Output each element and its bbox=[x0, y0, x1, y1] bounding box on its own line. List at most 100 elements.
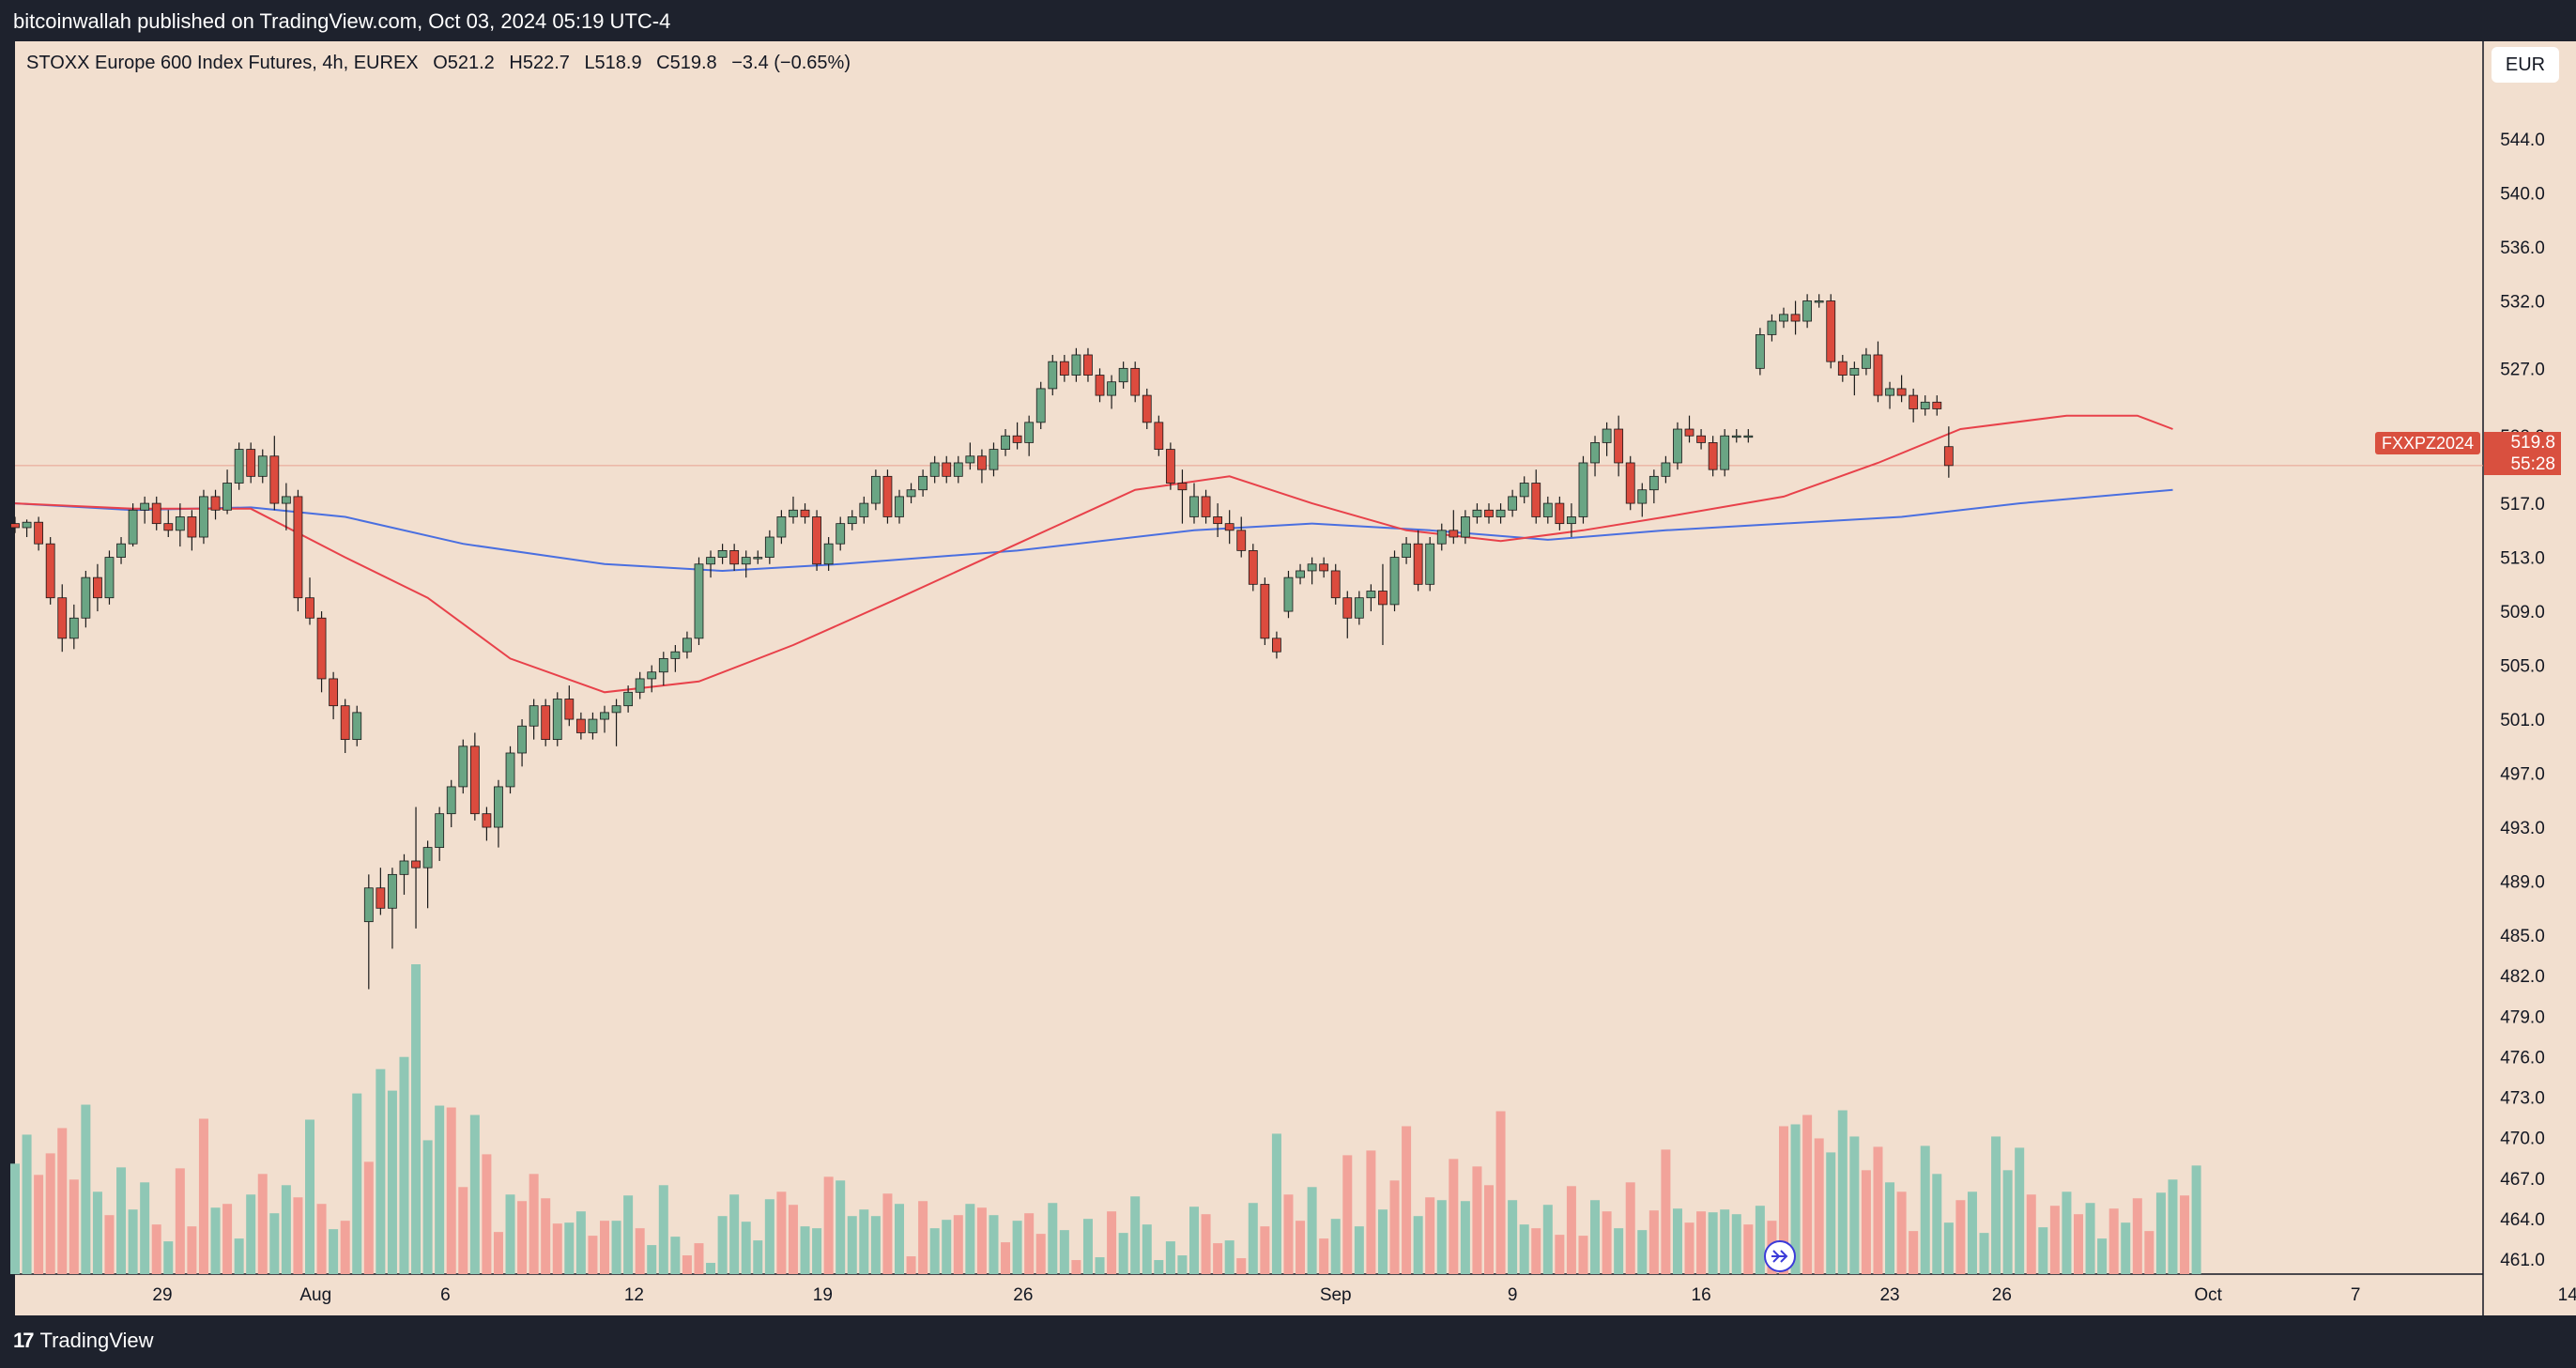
candle bbox=[1542, 502, 1553, 517]
candle bbox=[753, 557, 763, 560]
volume-bar bbox=[895, 1204, 904, 1274]
volume-bar bbox=[635, 1228, 645, 1274]
candle bbox=[1460, 516, 1470, 538]
volume-bar bbox=[2108, 1208, 2119, 1274]
candle bbox=[1684, 428, 1694, 437]
volume-bar bbox=[2002, 1170, 2013, 1274]
candle bbox=[1920, 401, 1930, 409]
price-tick-label: 476.0 bbox=[2500, 1048, 2545, 1068]
candle bbox=[482, 813, 492, 828]
volume-bar bbox=[623, 1195, 634, 1274]
volume-bar bbox=[1849, 1136, 1860, 1274]
candle bbox=[918, 475, 928, 491]
volume-bar bbox=[694, 1243, 704, 1274]
volume-bar bbox=[2155, 1192, 2166, 1274]
volume-bar bbox=[1909, 1231, 1919, 1274]
candle bbox=[363, 887, 374, 923]
volume-bar bbox=[1637, 1230, 1648, 1274]
volume-bar bbox=[1271, 1133, 1281, 1274]
candle bbox=[1755, 334, 1765, 369]
candle bbox=[870, 475, 881, 504]
volume-bar bbox=[1354, 1226, 1364, 1274]
candle bbox=[222, 483, 232, 511]
volume-bar bbox=[1684, 1222, 1694, 1274]
volume-bar bbox=[529, 1174, 539, 1274]
price-tick-label: 540.0 bbox=[2500, 184, 2545, 204]
candle bbox=[1849, 367, 1860, 376]
candle bbox=[1213, 516, 1223, 525]
volume-bar bbox=[1484, 1185, 1494, 1274]
volume-bar bbox=[1296, 1221, 1306, 1274]
candle bbox=[989, 449, 999, 470]
volume-bar bbox=[882, 1193, 893, 1274]
currency-button[interactable]: EUR bbox=[2492, 47, 2559, 83]
volume-bar bbox=[2132, 1198, 2142, 1274]
candle bbox=[1814, 300, 1824, 303]
chart-legend: STOXX Europe 600 Index Futures, 4h, EURE… bbox=[26, 53, 851, 74]
candle bbox=[458, 745, 468, 788]
chart-area[interactable] bbox=[15, 41, 2576, 1315]
candle bbox=[623, 691, 634, 707]
candle bbox=[1932, 401, 1942, 409]
candle bbox=[1272, 638, 1281, 653]
volume-bar bbox=[340, 1221, 350, 1274]
volume-bar bbox=[1377, 1209, 1388, 1274]
volume-bar bbox=[1625, 1182, 1635, 1274]
volume-bar bbox=[458, 1187, 468, 1274]
volume-bar bbox=[1743, 1224, 1754, 1274]
volume-bar bbox=[2121, 1222, 2131, 1274]
volume-bar bbox=[800, 1226, 810, 1274]
candle bbox=[1767, 320, 1777, 335]
candle bbox=[81, 576, 91, 619]
publisher-text: bitcoinwallah published on TradingView.c… bbox=[13, 9, 671, 33]
candle bbox=[269, 455, 280, 504]
volume-bar bbox=[316, 1204, 327, 1274]
moving-average-slow bbox=[14, 488, 2173, 573]
time-tick-label: 26 bbox=[1013, 1285, 1033, 1305]
volume-bar bbox=[1590, 1200, 1601, 1274]
volume-bar bbox=[717, 1216, 728, 1274]
volume-bar bbox=[1201, 1214, 1211, 1274]
volume-bar bbox=[953, 1215, 963, 1274]
candle bbox=[1201, 496, 1211, 517]
candle bbox=[588, 718, 598, 733]
price-tick-label: 467.0 bbox=[2500, 1170, 2545, 1190]
price-tick-label: 509.0 bbox=[2500, 603, 2545, 623]
candle bbox=[1283, 576, 1294, 612]
volume-bar bbox=[1260, 1226, 1270, 1274]
volume-bar bbox=[1837, 1110, 1848, 1274]
candle bbox=[977, 455, 987, 470]
volume-bar bbox=[1071, 1260, 1081, 1274]
candle bbox=[965, 455, 975, 464]
candle bbox=[446, 786, 456, 815]
price-tick-label: 497.0 bbox=[2500, 765, 2545, 785]
candle bbox=[812, 516, 821, 565]
candle bbox=[1154, 422, 1164, 450]
volume-bar bbox=[1035, 1234, 1046, 1274]
candle bbox=[800, 509, 810, 517]
candle bbox=[151, 502, 161, 525]
candle bbox=[1342, 597, 1353, 619]
tradingview-logo[interactable]: 17 TradingView bbox=[13, 1329, 154, 1353]
candle bbox=[1035, 388, 1046, 423]
price-tick-label: 482.0 bbox=[2500, 967, 2545, 987]
candle bbox=[1142, 394, 1152, 423]
volume-bar bbox=[1648, 1210, 1659, 1274]
volume-bar bbox=[741, 1222, 751, 1274]
volume-bar bbox=[198, 1118, 208, 1274]
candle bbox=[1743, 435, 1754, 438]
volume-bar bbox=[1165, 1241, 1175, 1274]
volume-bar bbox=[1896, 1191, 1907, 1274]
candle bbox=[1943, 446, 1954, 467]
volume-bar bbox=[34, 1175, 44, 1274]
volume-bar bbox=[1307, 1187, 1317, 1274]
candle bbox=[694, 563, 704, 639]
volume-bar bbox=[1519, 1224, 1529, 1274]
candle bbox=[422, 847, 433, 868]
candle bbox=[1826, 300, 1836, 362]
volume-bar bbox=[682, 1255, 692, 1274]
candle bbox=[1578, 462, 1588, 517]
candle bbox=[69, 617, 79, 639]
price-tick-label: 501.0 bbox=[2500, 711, 2545, 730]
